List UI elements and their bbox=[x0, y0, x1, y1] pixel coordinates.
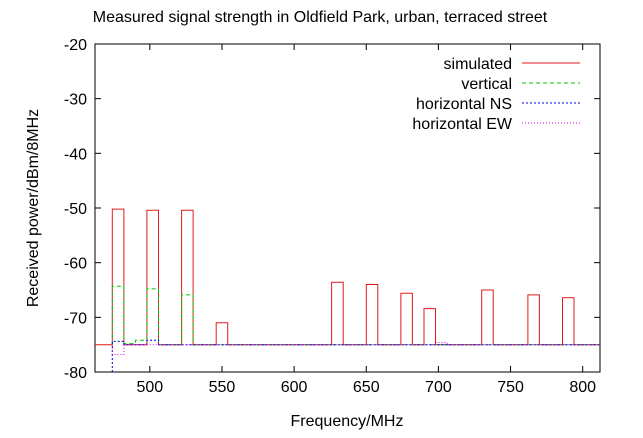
x-tick-label: 750 bbox=[497, 379, 524, 396]
legend-label: vertical bbox=[461, 76, 512, 93]
legend-label: horizontal EW bbox=[412, 116, 512, 133]
x-tick-label: 800 bbox=[569, 379, 596, 396]
legend-label: horizontal NS bbox=[416, 96, 512, 113]
y-tick-label: -30 bbox=[64, 92, 87, 109]
x-tick-label: 650 bbox=[353, 379, 380, 396]
legend: simulated vertical horizontal NS horizontal… bbox=[412, 56, 580, 133]
plot-frame bbox=[94, 43, 601, 373]
x-tick-label: 700 bbox=[425, 379, 452, 396]
y-tick-label: -60 bbox=[64, 256, 87, 273]
x-axis-title: Frequency/MHz bbox=[291, 413, 404, 430]
y-tick-label: -50 bbox=[64, 201, 87, 218]
x-tick-label: 600 bbox=[281, 379, 308, 396]
y-axis-title: Received power/dBm/8MHz bbox=[25, 109, 42, 307]
y-tick-label: -70 bbox=[64, 310, 87, 327]
x-tick-label: 500 bbox=[136, 379, 163, 396]
y-tick-label: -20 bbox=[64, 37, 87, 54]
tick-layer: 500 550 600 650 700 750 800 -80 -70 -60 -50 -40 -30 -… bbox=[64, 37, 600, 396]
legend-label: simulated bbox=[444, 56, 512, 73]
x-tick-label: 550 bbox=[209, 379, 236, 396]
y-tick-label: -40 bbox=[64, 146, 87, 163]
series-line-3 bbox=[111, 342, 600, 355]
series-layer bbox=[95, 208, 600, 372]
y-tick-label: -80 bbox=[64, 365, 87, 382]
series-line-0 bbox=[95, 208, 600, 346]
chart-title: Measured signal strength in Oldfield Par… bbox=[93, 9, 548, 26]
series-line-1 bbox=[111, 285, 600, 346]
